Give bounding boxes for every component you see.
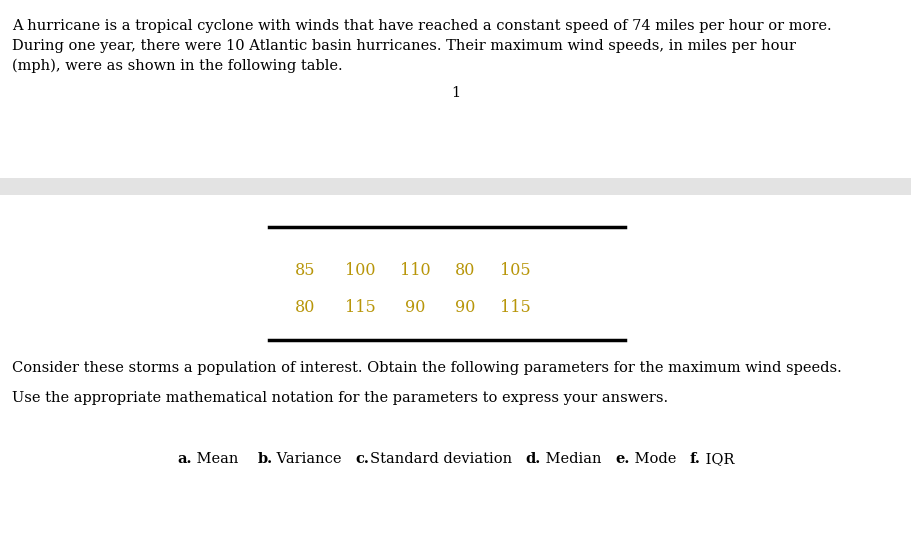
Text: 110: 110 (399, 262, 430, 279)
Text: 100: 100 (344, 262, 375, 279)
Text: Mode: Mode (629, 452, 689, 466)
Text: 80: 80 (295, 299, 315, 316)
Text: 115: 115 (344, 299, 375, 316)
Text: 90: 90 (404, 299, 425, 316)
Text: 90: 90 (455, 299, 475, 316)
Text: IQR: IQR (700, 452, 733, 466)
Text: a.: a. (178, 452, 192, 466)
Text: Median: Median (540, 452, 615, 466)
Bar (0, 178, 911, 195)
Point (263, 337, 274, 343)
Text: 105: 105 (499, 262, 530, 279)
Text: During one year, there were 10 Atlantic basin hurricanes. Their maximum wind spe: During one year, there were 10 Atlantic … (12, 39, 795, 53)
Text: e.: e. (615, 452, 629, 466)
Text: f.: f. (689, 452, 700, 466)
Point (619, 337, 630, 343)
Text: Variance: Variance (272, 452, 355, 466)
Text: Consider these storms a population of interest. Obtain the following parameters : Consider these storms a population of in… (12, 361, 841, 375)
Text: d.: d. (525, 452, 540, 466)
Text: b.: b. (257, 452, 272, 466)
Text: Mean: Mean (192, 452, 257, 466)
Text: 1: 1 (451, 86, 460, 100)
Text: 85: 85 (295, 262, 315, 279)
Text: Standard deviation: Standard deviation (369, 452, 525, 466)
Point (619, 224, 630, 231)
Text: (mph), were as shown in the following table.: (mph), were as shown in the following ta… (12, 59, 343, 73)
Text: c.: c. (355, 452, 369, 466)
Text: 80: 80 (455, 262, 475, 279)
Text: Use the appropriate mathematical notation for the parameters to express your ans: Use the appropriate mathematical notatio… (12, 391, 667, 404)
Text: 115: 115 (499, 299, 530, 316)
Point (263, 224, 274, 231)
Text: A hurricane is a tropical cyclone with winds that have reached a constant speed : A hurricane is a tropical cyclone with w… (12, 19, 831, 33)
